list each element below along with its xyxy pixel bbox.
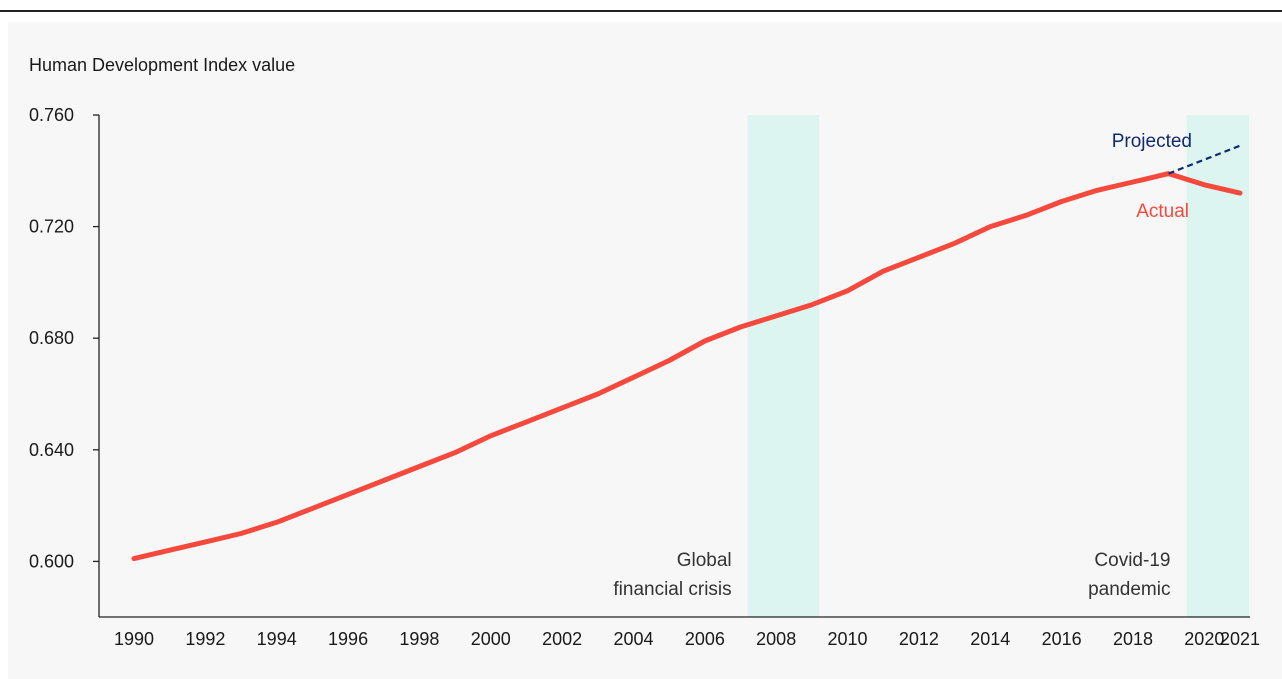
series-label-actual: Actual xyxy=(1136,201,1189,222)
x-tick-label: 2016 xyxy=(1042,629,1082,649)
x-tick-label: 2012 xyxy=(899,629,939,649)
y-tick-label: 0.680 xyxy=(29,328,74,348)
y-tick-label: 0.600 xyxy=(29,551,74,571)
period-annotation-1-line-1: Global xyxy=(677,550,732,571)
top-rule xyxy=(0,10,1282,12)
x-tick-label: 1994 xyxy=(257,629,297,649)
x-tick-label: 2004 xyxy=(613,629,653,649)
series-line-projected xyxy=(1168,144,1241,175)
series-label-projected: Projected xyxy=(1112,131,1192,152)
period-annotation-2-line-1: Covid-19 xyxy=(1094,550,1170,571)
chart-panel xyxy=(8,22,1282,679)
shaded-period-2 xyxy=(1186,115,1249,617)
period-annotation-2-line-2: pandemic xyxy=(1088,579,1170,600)
x-tick-label: 2006 xyxy=(685,629,725,649)
x-tick-label: 2010 xyxy=(828,629,868,649)
x-tick-label: 2002 xyxy=(542,629,582,649)
x-tick-label: 1998 xyxy=(399,629,439,649)
x-tick-label: 2008 xyxy=(756,629,796,649)
x-tick-label: 2020 xyxy=(1184,629,1224,649)
y-tick-label: 0.640 xyxy=(29,440,74,460)
y-axis-label: Human Development Index value xyxy=(29,55,295,75)
period-annotation-1-line-2: financial crisis xyxy=(613,579,731,600)
x-tick-label: 2000 xyxy=(471,629,511,649)
x-tick-label: 1992 xyxy=(185,629,225,649)
series-line-actual xyxy=(131,171,1243,562)
y-tick-label: 0.720 xyxy=(29,217,74,237)
x-tick-label: 2014 xyxy=(970,629,1010,649)
x-tick-label: 2021 xyxy=(1220,629,1260,649)
x-tick-label: 2018 xyxy=(1113,629,1153,649)
x-tick-label: 1990 xyxy=(114,629,154,649)
x-tick-label: 1996 xyxy=(328,629,368,649)
y-tick-label: 0.760 xyxy=(29,105,74,125)
shaded-period-1 xyxy=(747,115,820,617)
